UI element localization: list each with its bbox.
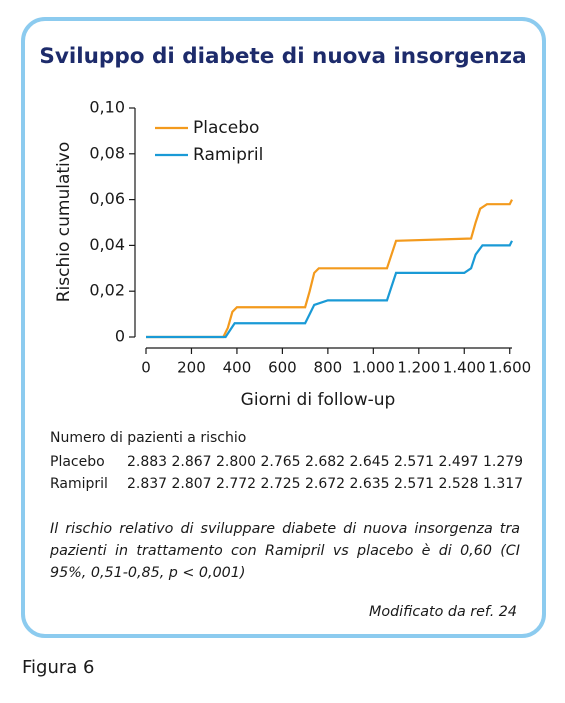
figure-label: Figura 6 [22,657,94,678]
y-tick-label: 0,10 [89,98,125,117]
table-cell: 2.765 [261,454,301,470]
table-cell: 2.645 [350,454,390,470]
table-cell: 2.672 [305,476,345,492]
series-line [146,199,513,339]
x-tick-label: 1.000 [352,359,395,377]
table-cell: 1.279 [483,454,523,470]
table-cell: 2.571 [394,476,434,492]
y-axis-label: Rischio cumulativo [54,142,74,303]
table-cell: 2.571 [394,454,434,470]
source: Modificato da ref. 24 [369,604,517,620]
row-label: Ramipril [50,476,108,492]
x-tick-label: 1.200 [397,359,440,377]
table-cell: 2.867 [172,454,212,470]
row-label: Placebo [50,454,105,470]
table-cell: 2.807 [172,476,212,492]
table-cell: 2.635 [350,476,390,492]
table-title: Numero di pazienti a rischio [50,430,246,446]
y-tick-label: 0,04 [89,235,125,254]
x-tick-label: 1.400 [443,359,486,377]
table-cell: 2.497 [439,454,479,470]
y-tick-label: 0,02 [89,281,125,300]
table-cell: 2.883 [127,454,167,470]
table-cell: 2.800 [216,454,256,470]
x-tick-label: 200 [177,359,206,377]
table-cell: 2.725 [261,476,301,492]
x-tick-label: 0 [141,359,151,377]
legend-label: Placebo [193,118,259,138]
legend-label: Ramipril [193,145,263,165]
table-cell: 2.837 [127,476,167,492]
x-tick-label: 600 [268,359,297,377]
frame [21,17,546,638]
table-cell: 2.682 [305,454,345,470]
y-tick-label: 0,06 [89,189,125,208]
x-tick-label: 1.600 [488,359,531,377]
note: Il rischio relativo di sviluppare diabet… [50,521,520,581]
table-cell: 2.528 [439,476,479,492]
x-axis-label: Giorni di follow-up [241,390,396,410]
series-line [146,240,513,339]
y-tick-label: 0,08 [89,143,125,162]
chart-title: Sviluppo di diabete di nuova insorgenza [39,44,526,69]
table-cell: 1.317 [483,476,523,492]
x-tick-label: 400 [223,359,252,377]
table-cell: 2.772 [216,476,256,492]
x-tick-label: 800 [314,359,343,377]
y-tick-label: 0 [115,327,125,346]
